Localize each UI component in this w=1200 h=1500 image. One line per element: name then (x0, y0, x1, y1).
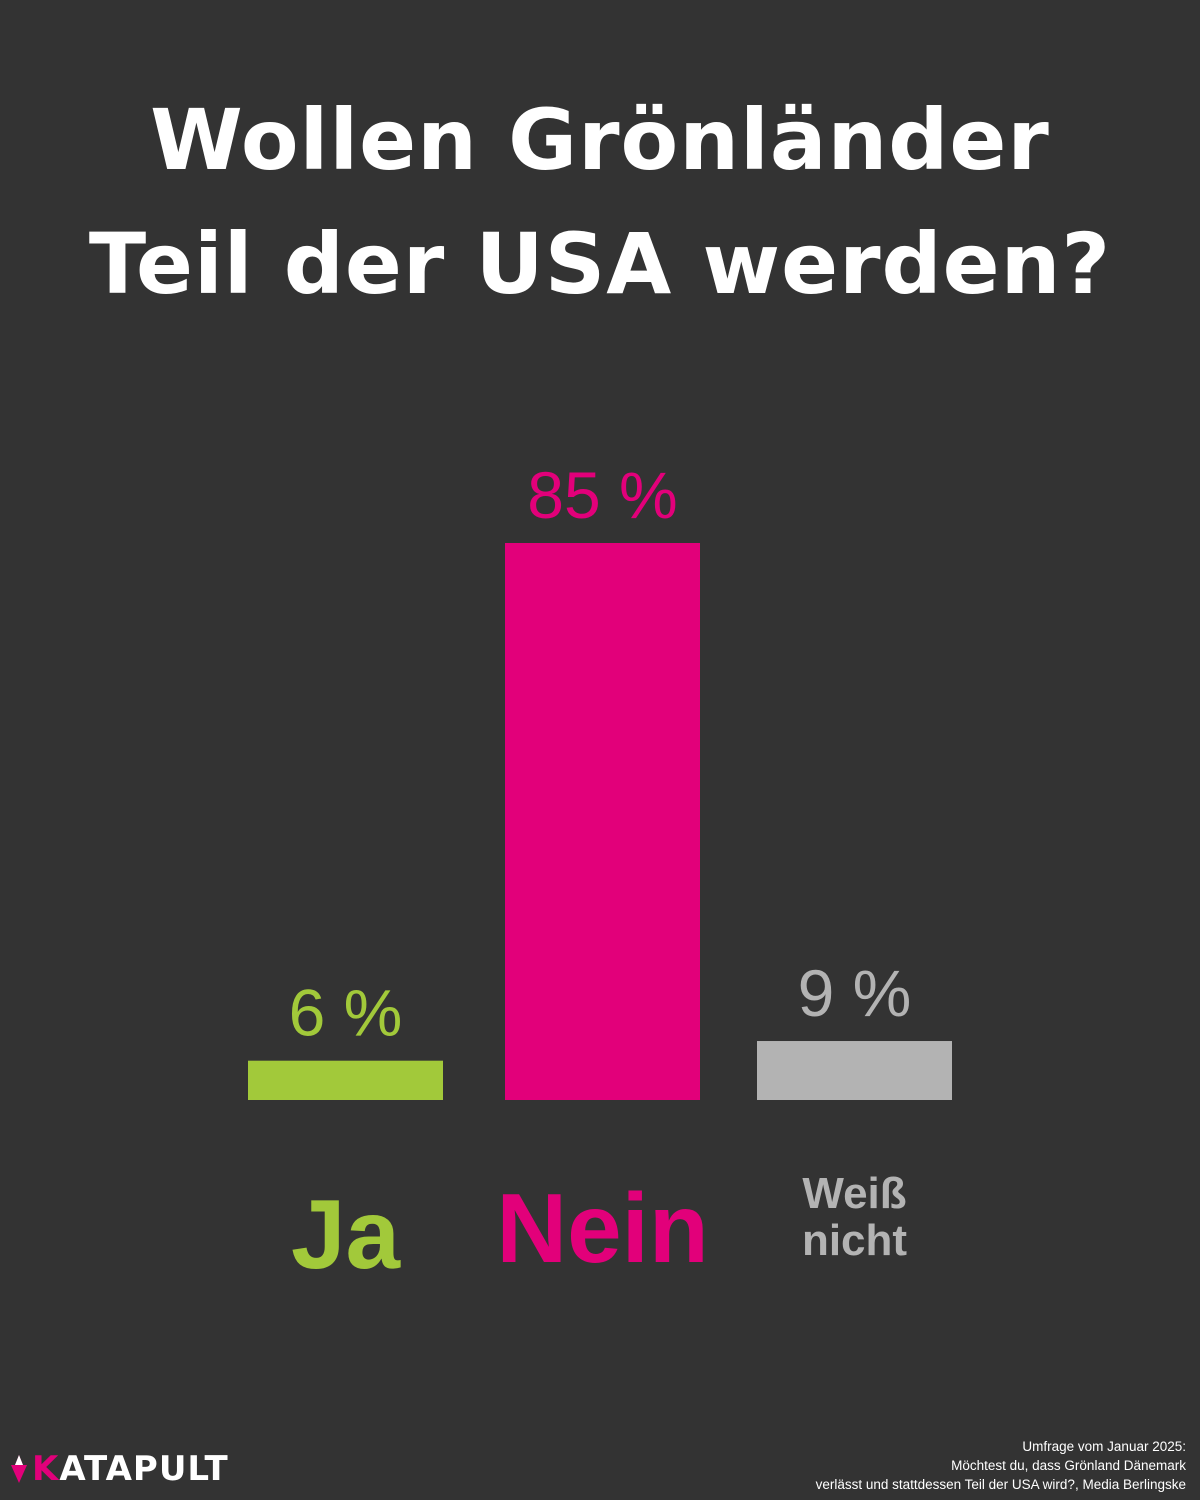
logo-letter-k: K (32, 1449, 60, 1489)
source-line-1: Umfrage vom Januar 2025: (1022, 1439, 1186, 1454)
source-note: Umfrage vom Januar 2025: Möchtest du, da… (816, 1437, 1186, 1494)
bar-weiss-nicht (757, 1041, 952, 1100)
logo-text: ATAPULT (59, 1449, 229, 1489)
source-line-3: verlässt und stattdessen Teil der USA wi… (815, 1477, 1186, 1492)
category-label: Ja (291, 1179, 402, 1289)
bar-nein (505, 543, 700, 1100)
chart-title: Wollen Grönländer Teil der USA werden? (0, 78, 1200, 326)
source-line-2: Möchtest du, dass Grönland Dänemark (951, 1458, 1186, 1473)
value-label: 6 % (289, 976, 403, 1050)
bar-ja (248, 1060, 443, 1100)
value-label: 9 % (798, 956, 912, 1030)
category-label: Nein (496, 1173, 708, 1283)
flame-icon (11, 1455, 27, 1483)
category-label: Weiß (802, 1169, 906, 1218)
category-label: nicht (802, 1216, 907, 1265)
title-line-1: Wollen Grönländer (150, 91, 1050, 189)
title-line-2: Teil der USA werden? (88, 215, 1112, 313)
katapult-logo: K ATAPULT (10, 1449, 229, 1489)
value-label: 85 % (527, 458, 677, 532)
